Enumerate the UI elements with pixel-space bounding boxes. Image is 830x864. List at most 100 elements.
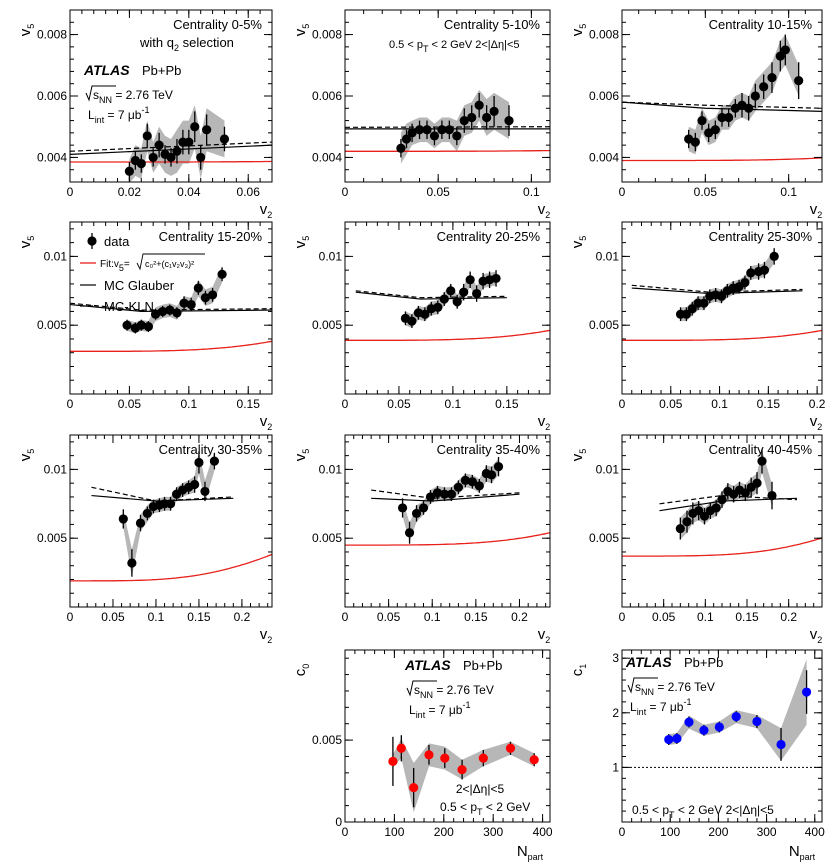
x-tick-label: 0.15 — [237, 397, 261, 411]
x-axis-label-main: v — [810, 626, 818, 643]
data-point — [404, 528, 415, 538]
x-tick-label: 0 — [619, 610, 626, 624]
y-tick-label: 0.005 — [312, 531, 342, 545]
subscript: 5 — [578, 24, 588, 29]
y-axis-label: v5 — [292, 24, 311, 37]
data-point — [179, 298, 189, 308]
subscript: 5 — [26, 236, 36, 241]
subscript: T — [669, 810, 675, 820]
data-point — [165, 499, 176, 509]
x-tick-label: 0.05 — [694, 185, 718, 199]
data-point — [716, 291, 727, 301]
data-point — [694, 506, 704, 516]
y-axis-label-main: v — [569, 28, 586, 36]
x-tick-label: 0.1 — [780, 185, 797, 199]
subscript: 5 — [578, 236, 588, 241]
y-axis-label-main: v — [17, 240, 34, 248]
y-axis-label-main: v — [569, 240, 586, 248]
mc-kln-curve — [70, 141, 272, 152]
x-tick-label: 0 — [619, 825, 626, 839]
x-axis-label: v2 — [810, 201, 823, 220]
system-label: Pb+Pb — [684, 655, 723, 670]
data-point — [478, 753, 488, 763]
x-tick-label: 300 — [757, 825, 777, 839]
energy-symbol: s — [635, 680, 641, 694]
data-point — [801, 687, 812, 697]
data-point — [209, 456, 220, 466]
x-tick-label: 0.05 — [118, 397, 142, 411]
eta-cut-label: 2<|Δη|<5 — [456, 782, 505, 796]
data-point — [127, 558, 137, 568]
panel-title: Centrality 25-30% — [709, 229, 813, 244]
subscript: 1 — [578, 664, 588, 669]
data-point — [184, 137, 194, 147]
eta-cut: 2<|Δη|<5 — [475, 39, 519, 51]
data-point — [724, 112, 734, 123]
x-tick-label: 0.1 — [424, 610, 441, 624]
x-axis-label: v2 — [810, 626, 823, 645]
y-axis-label-main: v — [292, 28, 309, 36]
y-tick-label: 0.008 — [37, 28, 67, 42]
data-point — [425, 492, 436, 502]
mc-glauber-curve — [622, 101, 822, 112]
x-tick-label: 0.2 — [511, 610, 528, 624]
data-point — [196, 152, 206, 163]
legend-data-marker — [87, 236, 97, 246]
data-point — [710, 125, 720, 135]
legend-fit-label: Fit:v5= — [100, 259, 130, 273]
x-tick-label: 0.1 — [180, 397, 197, 411]
data-point — [166, 152, 176, 163]
x-axis-label: v2 — [538, 413, 551, 432]
data-point — [136, 158, 146, 169]
data-point — [744, 103, 754, 113]
panel-title: Centrality 20-25% — [437, 229, 541, 244]
plot-area — [70, 451, 272, 582]
y-tick-label: 0.005 — [37, 318, 67, 332]
lumi-symbol: L — [630, 700, 637, 714]
subscript: part — [800, 852, 816, 862]
data-point — [194, 457, 204, 468]
x-tick-label: 0 — [67, 397, 74, 411]
y-tick-label: 0.01 — [596, 249, 620, 263]
data-point — [459, 287, 469, 297]
subscript: NN — [99, 95, 112, 105]
y-axis-label: v5 — [17, 24, 36, 37]
data-point — [396, 743, 406, 753]
sqrt-sign — [627, 677, 658, 694]
x-axis-label-main: N — [789, 843, 800, 860]
data-point — [664, 734, 674, 745]
x-axis-label-main: v — [260, 413, 268, 430]
data-point — [769, 251, 779, 261]
pt-prefix: 0.5 < p — [389, 39, 423, 51]
x-tick-label: 0.05 — [387, 397, 411, 411]
x-tick-label: 0.05 — [659, 397, 683, 411]
fit-curve — [345, 532, 550, 546]
y-tick-label: 0.006 — [312, 89, 342, 103]
x-tick-label: 0.1 — [711, 397, 728, 411]
y-tick-label: 0.005 — [589, 318, 619, 332]
atlas-label: ATLAS — [83, 62, 130, 78]
data-point — [474, 100, 484, 110]
x-tick-label: 0 — [342, 185, 349, 199]
x-tick-label: 0.15 — [495, 397, 519, 411]
fit-curve — [622, 537, 822, 557]
axes-frame — [621, 434, 823, 608]
data-point — [452, 131, 462, 141]
plot-area — [345, 458, 550, 546]
x-tick-label: 0.15 — [735, 610, 759, 624]
y-tick-label: 3 — [612, 651, 619, 665]
x-tick-label: 0.1 — [523, 185, 540, 199]
lumi-value: = 7 μb — [646, 700, 684, 714]
data-point — [746, 268, 756, 278]
data-point — [474, 481, 484, 491]
x-axis-label-main: v — [810, 201, 818, 218]
pt-cut-label: 0.5 < pT < 2 GeV — [440, 800, 530, 817]
axes-frame — [621, 221, 823, 395]
y-axis-label: v5 — [569, 236, 588, 249]
data-point — [200, 293, 211, 303]
subscript: 5 — [301, 449, 311, 454]
